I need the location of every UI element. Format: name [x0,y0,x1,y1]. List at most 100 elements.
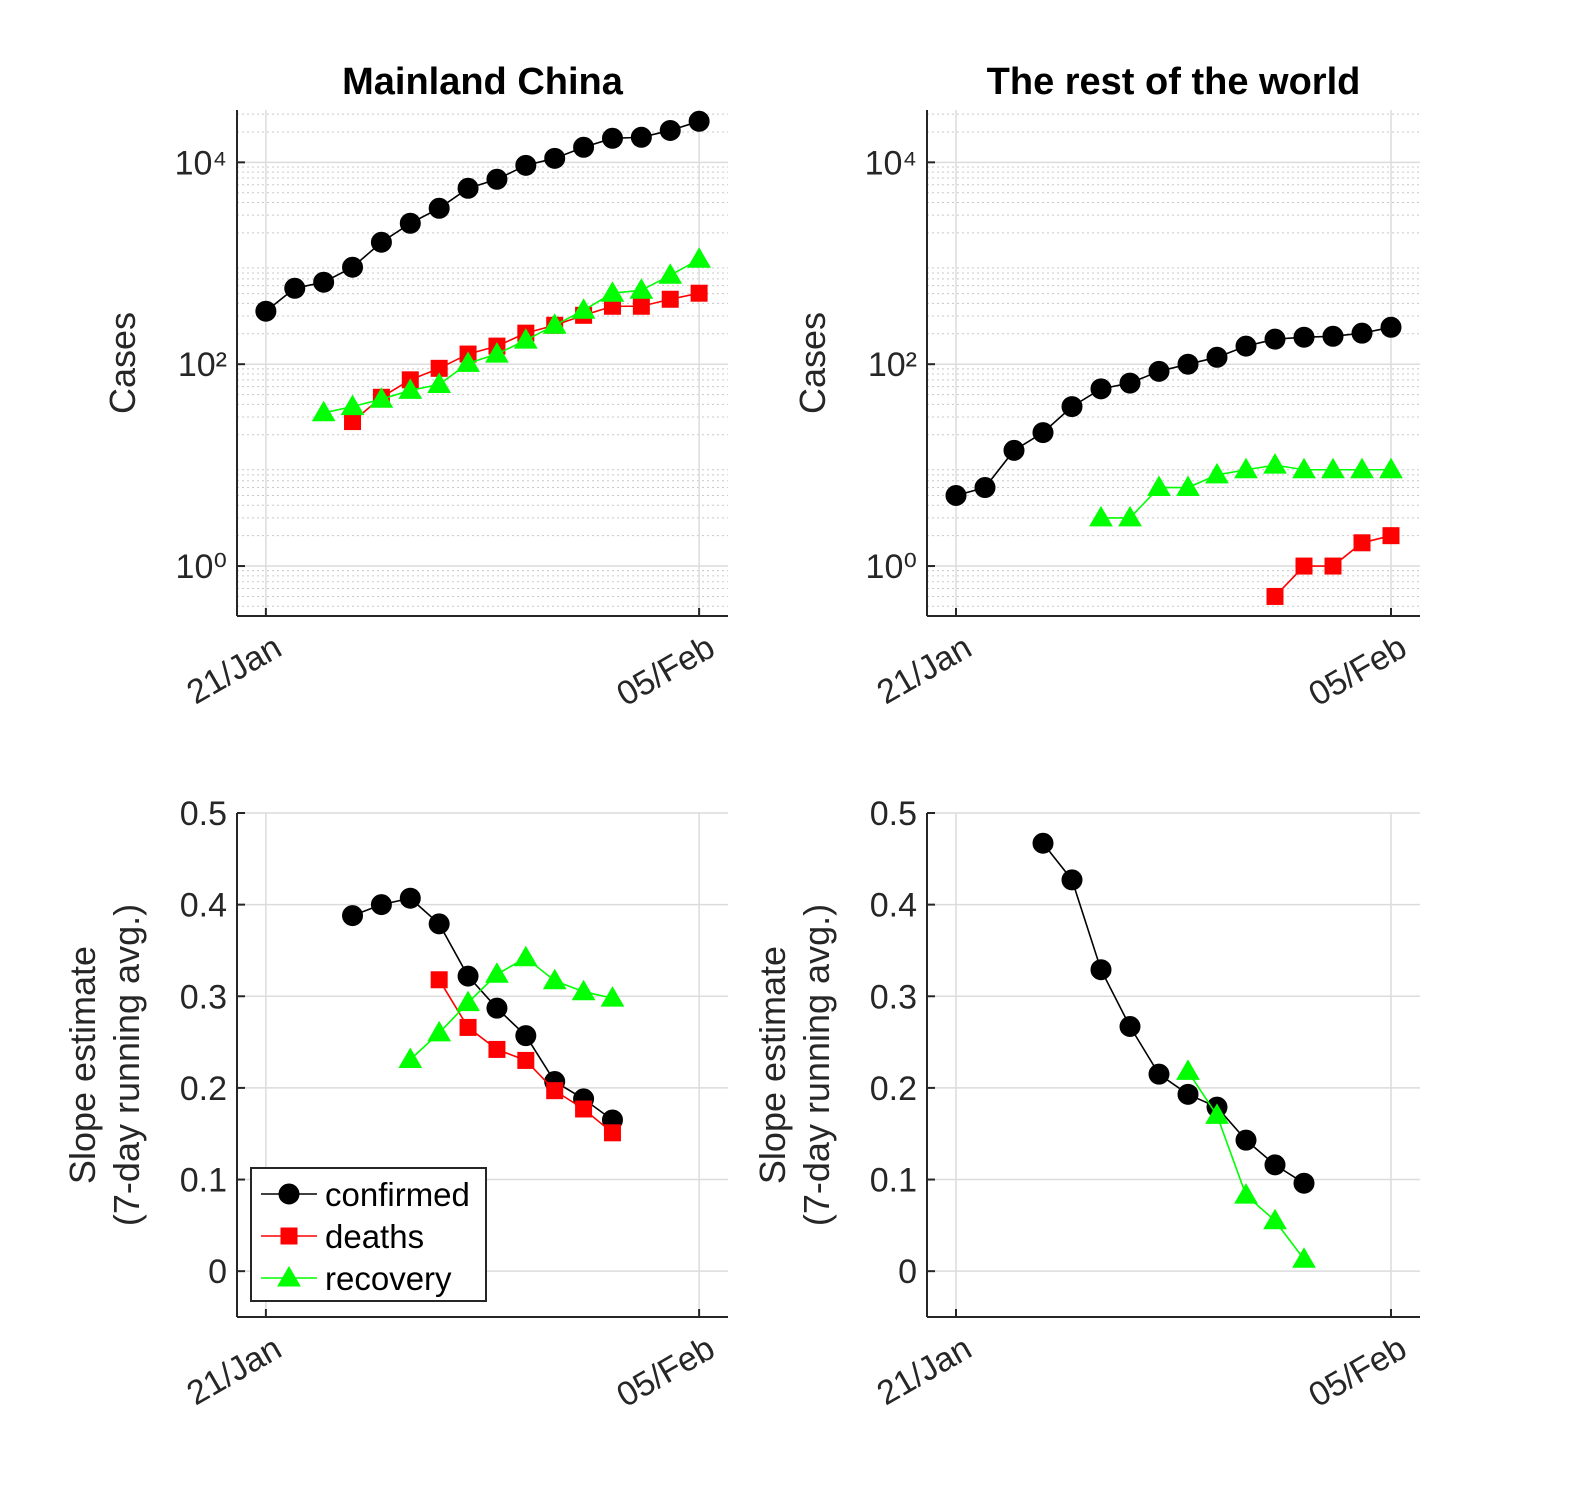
data-point [344,413,362,431]
data-point [1292,1247,1316,1268]
y-tick-label: 0.4 [870,887,917,925]
data-point [571,298,596,319]
data-point [1380,316,1402,338]
data-point [342,256,364,278]
data-point [399,212,421,234]
data-point [488,1040,506,1058]
data-point [1061,869,1083,891]
data-point [457,965,479,987]
data-point [573,136,595,158]
data-point [1119,372,1141,394]
series-line [955,326,1392,497]
data-point [370,894,392,916]
data-point [1177,1083,1199,1105]
data-point [603,1124,621,1142]
data-point [1089,505,1113,527]
series-line [352,897,613,1121]
data-point [1351,322,1373,344]
data-point [1090,378,1112,400]
data-point [1235,1129,1257,1151]
data-point [1147,475,1171,497]
data-point [457,177,479,199]
x-tick-label: 05/Feb [1302,1329,1413,1415]
data-point [629,278,654,299]
data-point [486,997,508,1019]
y-tick-label: 0 [208,1253,227,1291]
data-point [687,247,711,268]
y-axis-label: Slope estimate [62,946,103,1184]
data-point [1003,439,1025,461]
legend-marker [277,1266,301,1287]
data-point [428,913,450,935]
legend-label: confirmed [325,1176,470,1213]
y-tick-label: 10⁰ [866,548,917,586]
data-point [1148,360,1170,382]
data-point [1235,335,1257,357]
data-point [688,110,710,132]
y-axis-label: (7-day running avg.) [106,904,147,1226]
data-point [515,1025,537,1047]
data-point [456,990,480,1012]
data-point [571,979,596,1001]
chart-title: Mainland China [342,61,624,103]
data-point [485,962,509,983]
y-tick-label: 0.4 [180,887,227,925]
data-point [342,905,364,927]
data-point [600,986,625,1007]
data-point [630,126,652,148]
data-point [542,968,567,990]
y-tick-label: 0.5 [870,795,917,833]
y-tick-label: 10⁰ [176,548,227,586]
x-tick-label: 21/Jan [180,628,287,712]
data-point [456,351,480,372]
data-point [513,945,538,967]
x-tick-label: 05/Feb [610,1329,721,1415]
x-tick-label: 05/Feb [610,628,721,714]
data-point [1350,457,1374,479]
data-point [1292,457,1316,479]
x-tick-label: 05/Feb [1302,628,1413,714]
legend-label: recovery [325,1260,452,1297]
data-point [255,300,277,322]
data-point [1119,1016,1141,1038]
data-point [398,378,423,399]
data-point [313,271,335,293]
data-point [1263,1208,1287,1230]
series-line [265,120,700,312]
data-point [600,281,625,302]
x-tick-label: 21/Jan [871,1329,978,1413]
data-point [1322,325,1344,347]
data-point [659,119,681,141]
chart-title: The rest of the world [987,61,1361,103]
data-point [1324,557,1342,575]
data-point [1061,396,1083,418]
x-tick-label: 21/Jan [871,628,978,712]
data-point [690,284,708,302]
data-point [515,154,537,176]
data-point [632,297,650,315]
data-point [485,342,509,363]
y-tick-label: 0.3 [870,978,917,1016]
data-point [1382,527,1400,545]
y-tick-label: 10⁴ [865,144,917,182]
data-point [1264,1154,1286,1176]
series-line [1042,842,1305,1184]
data-point [1263,453,1287,474]
y-axis-label: Cases [102,312,143,414]
data-point [974,477,996,499]
data-point [1148,1063,1170,1085]
data-point [661,290,679,308]
data-point [427,1020,452,1042]
data-point [1321,457,1345,479]
data-point [1293,1172,1315,1194]
y-tick-label: 0.1 [870,1162,917,1200]
data-point [945,485,967,507]
data-point [399,887,421,909]
data-point [427,372,452,393]
data-point [1234,457,1258,479]
data-point [544,147,566,169]
data-point [369,387,394,408]
data-point [658,263,683,284]
y-tick-label: 0.2 [180,1070,227,1108]
y-tick-label: 0.2 [870,1070,917,1108]
